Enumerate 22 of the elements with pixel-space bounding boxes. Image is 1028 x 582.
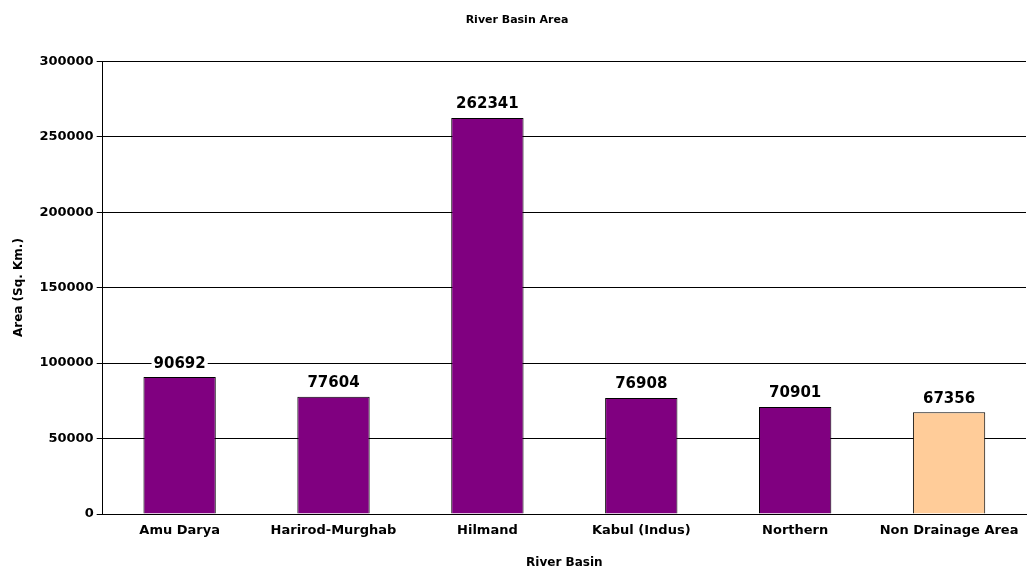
y-tick-label: 300000 bbox=[39, 52, 94, 68]
y-tick-label: 50000 bbox=[48, 429, 94, 445]
data-label: 90692 bbox=[153, 353, 206, 372]
data-label: 67356 bbox=[922, 388, 976, 407]
x-tick-label: Kabul (Indus) bbox=[591, 522, 691, 538]
x-tick-label: Amu Darya bbox=[139, 522, 220, 538]
data-label: 70901 bbox=[769, 383, 822, 402]
y-tick-label: 200000 bbox=[39, 203, 94, 219]
x-tick-label: Northern bbox=[762, 522, 829, 538]
data-label: 76908 bbox=[615, 374, 668, 393]
chart-title: River Basin Area bbox=[465, 13, 569, 27]
x-tick-label: Non Drainage Area bbox=[879, 522, 1019, 538]
data-label: 262341 bbox=[456, 94, 519, 113]
x-tick-label: Hilmand bbox=[457, 522, 518, 538]
x-axis-title: River Basin bbox=[526, 554, 603, 569]
data-label: 77604 bbox=[307, 373, 360, 392]
y-axis-title: Area (Sq. Km.) bbox=[11, 238, 26, 338]
y-tick-label: 150000 bbox=[39, 278, 94, 294]
y-tick-label: 0 bbox=[84, 505, 94, 521]
x-tick-label: Harirod-Murghab bbox=[270, 522, 397, 538]
y-tick-label: 100000 bbox=[39, 354, 94, 370]
y-tick-label: 250000 bbox=[39, 128, 94, 144]
